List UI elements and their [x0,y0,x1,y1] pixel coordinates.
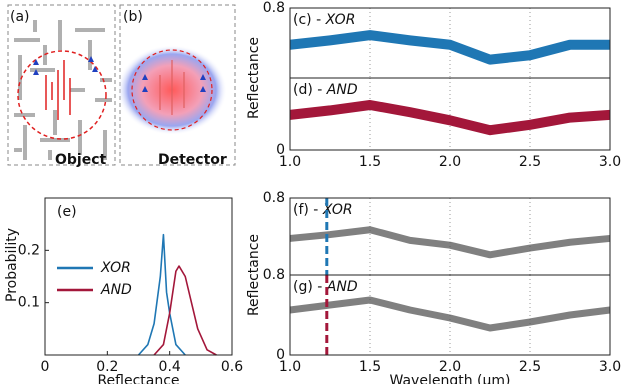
series-line [289,100,611,136]
x-tick-label: 2.0 [439,359,461,375]
y-axis-label: Reflectance [246,37,262,119]
x-axis-label: Wavelength (μm) [390,373,511,384]
y-tick-label: 0.2 [18,242,40,258]
series-name: AND [326,279,358,295]
series-name: AND [326,82,358,98]
series-line [289,226,611,259]
axes-frame [289,274,611,356]
x-tick-label: 1.5 [359,154,381,170]
x-tick-label: 2.5 [519,359,541,375]
maze [14,20,112,160]
x-tick-label: 0.2 [96,359,118,375]
series-name: XOR [322,202,353,218]
x-tick-label: 1.0 [279,154,301,170]
series-name: XOR [325,12,356,28]
detector-panel: (b) Detector [117,4,236,168]
x-tick-label: 0.4 [159,359,181,375]
object-panel: (a) Object [7,4,116,168]
panel-caption: Object [55,152,107,168]
x-tick-label: 1.5 [359,359,381,375]
panel-caption: Detector [158,152,227,168]
panel-label: (f) - XOR [293,202,353,218]
axes-frame [289,77,611,151]
panel-label: (a) [10,9,30,25]
x-tick-label: 2.5 [519,154,541,170]
series-line [289,296,611,332]
series-line [153,265,217,356]
y-tick-label: 0.8 [263,267,285,283]
x-tick-label: 0 [41,359,50,375]
legend-label: XOR [100,260,131,276]
arrows [45,60,71,120]
panel-label: (c) - XOR [293,12,355,28]
blue-arrows [33,56,98,75]
detector-circle [17,50,107,140]
x-axis-label: Reflectance [97,373,179,384]
series-line [289,30,610,65]
x-tick-label: 0.6 [221,359,243,375]
y-axis-label: Reflectance [246,234,262,316]
y-tick-label: 0.8 [263,0,285,16]
y-tick-label: 0.1 [18,295,40,311]
y-axis-label: Probability [4,228,20,302]
series-line [137,233,186,356]
x-tick-label: 3.0 [599,154,621,170]
arrows [159,60,185,115]
panel-label: (e) [57,204,77,220]
x-tick-label: 3.0 [599,359,621,375]
y-tick-label: 0 [276,142,285,158]
x-tick-label: 2.0 [439,154,461,170]
legend-label: AND [100,282,132,298]
panel-label: (b) [123,9,143,25]
axes-frame [44,197,233,356]
detector-circle [131,49,213,131]
panel-label: (d) - AND [293,82,358,98]
y-tick-label: 0.8 [263,190,285,206]
x-tick-label: 1.0 [279,359,301,375]
y-tick-label: 0 [276,347,285,363]
